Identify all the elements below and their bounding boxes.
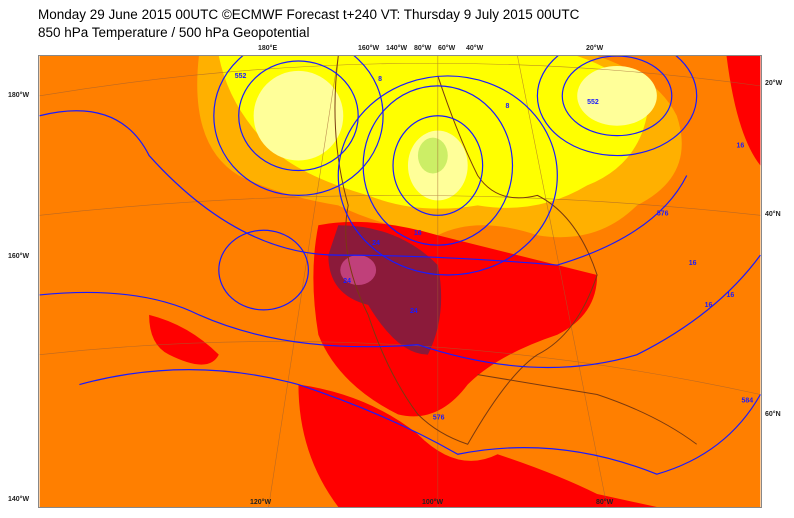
map-title: Monday 29 June 2015 00UTC ©ECMWF Forecas… <box>38 7 580 22</box>
top-label: 20°W <box>586 45 604 52</box>
bottom-label: 100°W <box>422 499 444 506</box>
contour-label: 584 <box>741 397 753 404</box>
right-label: 60°N <box>765 411 781 418</box>
top-label: 40°W <box>466 45 484 52</box>
contour-label: 552 <box>235 73 247 80</box>
map-subtitle: 850 hPa Temperature / 500 hPa Geopotenti… <box>38 25 310 40</box>
hot-region <box>726 56 761 166</box>
right-label: 40°N <box>765 211 781 218</box>
top-label: 80°W <box>414 45 432 52</box>
graticule <box>39 56 761 507</box>
hot-region <box>298 384 657 507</box>
contour-label: 8 <box>378 76 382 83</box>
right-label: 20°W <box>765 80 783 87</box>
temperature-geopotential-map: 16 16 16 16 24 24 24 16 8 8 576 552 552 … <box>38 55 762 508</box>
contour-label: 8 <box>506 103 510 110</box>
bottom-label: 120°W <box>250 499 272 506</box>
contour-label: 576 <box>433 414 445 421</box>
coastlines <box>334 56 697 445</box>
left-label: 140°W <box>8 496 30 503</box>
cold-region <box>417 137 448 174</box>
left-label: 180°W <box>8 92 30 99</box>
contour-label: 16 <box>727 292 735 299</box>
cold-region <box>253 70 344 161</box>
hot-region <box>149 314 219 365</box>
left-label: 160°W <box>8 253 30 260</box>
contour-label: 16 <box>737 143 745 150</box>
contour-label: 576 <box>657 210 669 217</box>
top-label: 180°E <box>258 45 278 52</box>
contour-label: 24 <box>343 278 351 285</box>
bottom-label: 80°W <box>596 499 614 506</box>
contour-label: 16 <box>414 230 422 237</box>
geopotential-contours <box>39 56 761 475</box>
contour-label: 16 <box>689 260 697 267</box>
contour-labels: 16 16 16 16 24 24 24 16 8 8 576 552 552 … <box>235 73 753 421</box>
top-label: 140°W <box>386 45 408 52</box>
contour-label: 24 <box>372 240 380 247</box>
top-label: 160°W <box>358 45 380 52</box>
contour-label: 552 <box>587 99 599 106</box>
cold-region <box>577 65 657 126</box>
top-label: 60°W <box>438 45 456 52</box>
contour-label: 24 <box>410 308 418 315</box>
contour-label: 16 <box>705 302 713 309</box>
